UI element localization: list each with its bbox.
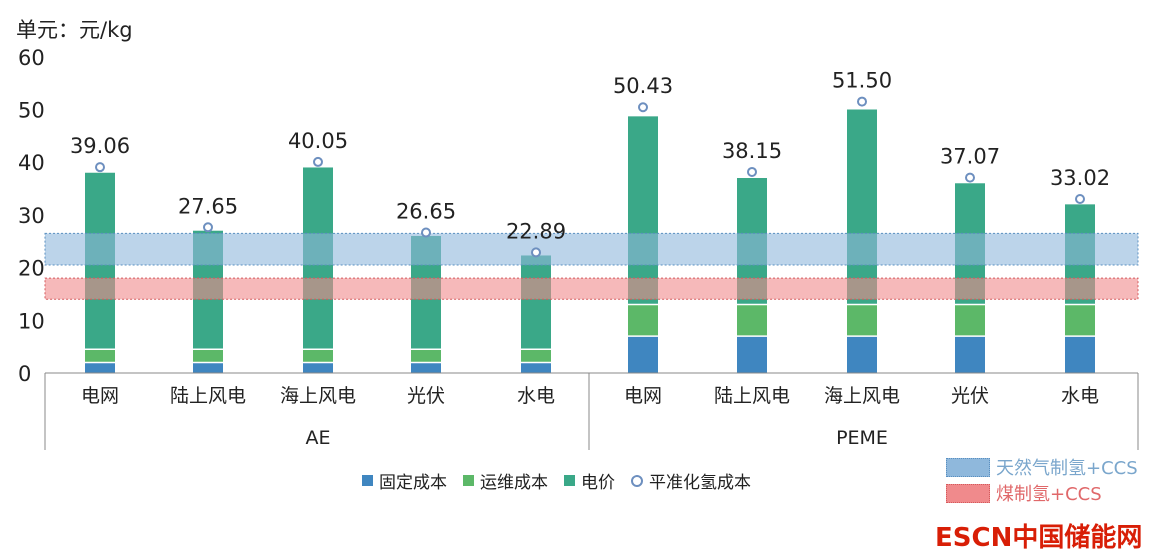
bar-segment-om: [303, 349, 333, 363]
natural-gas-ccs-band: [44, 232, 1139, 266]
band-legend-coal: 煤制氢+CCS: [946, 480, 1138, 506]
lcoh-marker: [531, 247, 541, 258]
bar-segment-om: [628, 304, 658, 337]
x-category-label: 电网: [624, 385, 662, 407]
legend-item-om: 运维成本: [463, 468, 548, 493]
band-legend: 天然气制氢+CCS 煤制氢+CCS: [946, 454, 1138, 506]
y-tick-label: 0: [18, 362, 31, 386]
x-category-label: 光伏: [407, 385, 445, 407]
bar-segment-om: [847, 304, 877, 337]
bar-segment-fixed: [847, 336, 877, 373]
bar-segment-om: [521, 349, 551, 363]
legend-label-om: 运维成本: [480, 473, 548, 493]
lcoh-value-label: 40.05: [288, 129, 348, 153]
lcoh-value-label: 39.06: [70, 134, 130, 158]
lcoh-value-label: 50.43: [613, 74, 673, 98]
lcoh-marker: [421, 227, 431, 238]
lcoh-marker: [965, 172, 975, 183]
bar-segment-fixed: [85, 362, 115, 373]
legend-item-fixed: 固定成本: [362, 468, 447, 493]
bar-segment-power: [521, 255, 551, 350]
lcoh-value-label: 26.65: [396, 200, 456, 224]
stacked-bar-chart: 0 10 20 30 40 50 60 39.06 27.65 40.05 26.65 22.89 50…: [18, 46, 1139, 450]
bar-segment-fixed: [521, 362, 551, 373]
escn-watermark-logo: ESCN中国储能网: [935, 517, 1142, 554]
bar-segment-power: [628, 116, 658, 305]
x-category-label: 水电: [1061, 385, 1099, 407]
lcoh-value-label: 38.15: [722, 139, 782, 163]
lcoh-marker: [1075, 193, 1085, 204]
y-tick-label: 30: [18, 204, 45, 228]
lcoh-marker: [638, 102, 648, 113]
bar-segment-om: [737, 304, 767, 337]
bar-segment-om: [1065, 304, 1095, 337]
fixed-cost-swatch: [362, 475, 373, 486]
y-tick-label: 10: [18, 309, 45, 333]
bar-segment-fixed: [411, 362, 441, 373]
x-group-label: PEME: [836, 427, 888, 449]
x-category-label: 海上风电: [824, 385, 900, 407]
bar-segment-fixed: [193, 362, 223, 373]
unit-label: 单元：元/kg: [16, 18, 133, 42]
watermark-cjk: 中国储能网: [1012, 523, 1143, 553]
legend-label-power: 电价: [581, 473, 615, 493]
lcoh-value-label: 33.02: [1050, 166, 1110, 190]
bar-segment-fixed: [303, 362, 333, 373]
lcoh-value-label: 22.89: [506, 219, 566, 243]
lcoh-marker: [747, 166, 757, 177]
lcoh-marker-icon: [631, 474, 643, 487]
bar-segment-fixed: [955, 336, 985, 373]
bar-segment-fixed: [628, 336, 658, 373]
legend-label-fixed: 固定成本: [379, 473, 447, 493]
bar-segment-om: [955, 304, 985, 337]
y-tick-label: 50: [18, 99, 45, 123]
y-tick-label: 60: [18, 46, 45, 70]
y-tick-label: 20: [18, 257, 45, 281]
band-legend-gas: 天然气制氢+CCS: [946, 454, 1138, 480]
lcoh-value-label: 27.65: [178, 194, 238, 218]
lcoh-value-label: 37.07: [940, 145, 1000, 169]
lcoh-marker: [313, 156, 323, 167]
band-label-coal: 煤制氢+CCS: [996, 484, 1102, 505]
bar-segment-fixed: [1065, 336, 1095, 373]
legend-label-lcoh: 平准化氢成本: [649, 473, 751, 493]
x-category-label: 光伏: [951, 385, 989, 407]
legend-item-power: 电价: [564, 468, 615, 493]
x-category-label: 陆上风电: [714, 385, 790, 407]
power-price-swatch: [564, 475, 575, 486]
om-cost-swatch: [463, 475, 474, 486]
x-category-label: 海上风电: [280, 385, 356, 407]
legend-item-lcoh: 平准化氢成本: [631, 468, 751, 493]
band-label-gas: 天然气制氢+CCS: [996, 458, 1138, 479]
bar-segment-om: [411, 349, 441, 363]
lcoh-marker: [95, 162, 105, 173]
x-group-label: AE: [305, 427, 330, 449]
gas-band-swatch: [946, 457, 990, 477]
bar-segment-fixed: [737, 336, 767, 373]
coal-ccs-band: [44, 277, 1139, 300]
watermark-latin: ESCN: [935, 523, 1013, 553]
coal-band-swatch: [946, 483, 990, 503]
lcoh-marker: [857, 96, 867, 107]
bar-segment-power: [847, 109, 877, 305]
x-category-label: 水电: [517, 385, 555, 407]
lcoh-marker: [203, 222, 213, 233]
lcoh-value-label: 51.50: [832, 69, 892, 93]
bar-segment-om: [193, 349, 223, 363]
x-category-label: 电网: [81, 385, 119, 407]
x-category-label: 陆上风电: [170, 385, 246, 407]
legend: 固定成本 运维成本 电价 平准化氢成本: [362, 468, 751, 493]
y-tick-label: 40: [18, 151, 45, 175]
bar-segment-om: [85, 349, 115, 363]
